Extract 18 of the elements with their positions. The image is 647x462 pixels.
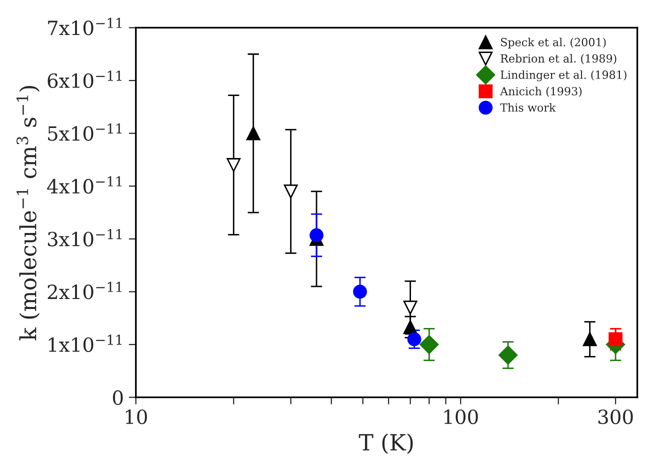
y-tick-label: 6x10$^{−11}$: [48, 70, 122, 88]
legend-label: Rebrion et al. (1989): [500, 54, 616, 64]
y-tick-label: 5x10$^{−11}$: [48, 123, 122, 141]
x-tick-label: 300: [598, 409, 633, 424]
x-tick-label: 10: [126, 409, 147, 424]
y-tick-label: 4x10$^{−11}$: [47, 176, 122, 194]
x-tick-label: 100: [444, 409, 478, 424]
y-tick-label: 7x10$^{−11}$: [48, 18, 122, 36]
y-axis-title: k (molecule$^{−1}$ cm$^{3}$ s$^{−1}$): [16, 86, 40, 340]
y-tick-label: 1x10$^{−11}$: [48, 334, 122, 352]
legend-label: Speck et al. (2001): [501, 38, 606, 48]
legend-label: Lindinger et al. (1981): [500, 70, 626, 82]
x-axis-title: T (K): [358, 434, 413, 454]
legend-label: Anicich (1993): [500, 86, 582, 97]
y-tick-label: 0: [112, 390, 123, 405]
y-tick-label: 3x10$^{−11}$: [48, 229, 122, 246]
legend-label: This work: [500, 103, 556, 112]
y-tick-label: 2x10$^{−11}$: [48, 282, 122, 300]
